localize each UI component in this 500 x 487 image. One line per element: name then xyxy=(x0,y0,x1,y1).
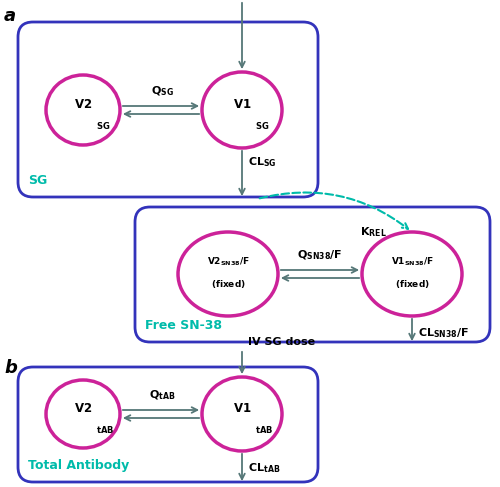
FancyBboxPatch shape xyxy=(18,367,318,482)
Text: $\mathbf{Q_{SN38}/F}$: $\mathbf{Q_{SN38}/F}$ xyxy=(297,248,343,262)
Text: $\mathbf{K_{REL}}$: $\mathbf{K_{REL}}$ xyxy=(360,225,387,239)
Ellipse shape xyxy=(46,380,120,448)
Text: $\mathbf{V1}$: $\mathbf{V1}$ xyxy=(233,401,251,414)
Text: $\mathbf{CL_{tAB}}$: $\mathbf{CL_{tAB}}$ xyxy=(248,461,280,475)
Text: $\mathbf{V2_{SN38}/F}$: $\mathbf{V2_{SN38}/F}$ xyxy=(206,256,250,268)
Text: $\mathbf{tAB}$: $\mathbf{tAB}$ xyxy=(255,424,273,435)
Text: Total Antibody: Total Antibody xyxy=(28,459,129,472)
Text: Free SN-38: Free SN-38 xyxy=(145,319,222,332)
Text: $\mathbf{V2}$: $\mathbf{V2}$ xyxy=(74,401,92,414)
Text: $\mathbf{Q_{SG}}$: $\mathbf{Q_{SG}}$ xyxy=(151,84,174,98)
Text: $\mathbf{Q_{tAB}}$: $\mathbf{Q_{tAB}}$ xyxy=(149,389,176,402)
Text: $\mathbf{(fixed)}$: $\mathbf{(fixed)}$ xyxy=(210,278,246,290)
Text: SG: SG xyxy=(28,174,47,187)
Text: $\mathbf{V2}$: $\mathbf{V2}$ xyxy=(74,97,92,111)
Text: $\mathbf{(fixed)}$: $\mathbf{(fixed)}$ xyxy=(394,278,430,290)
Text: $\mathbf{tAB}$: $\mathbf{tAB}$ xyxy=(96,424,114,435)
FancyBboxPatch shape xyxy=(18,22,318,197)
Ellipse shape xyxy=(202,377,282,451)
Text: $\mathbf{SG}$: $\mathbf{SG}$ xyxy=(96,120,110,131)
Text: $\mathbf{CL_{SN38}/F}$: $\mathbf{CL_{SN38}/F}$ xyxy=(418,326,470,340)
Text: $\mathbf{SG}$: $\mathbf{SG}$ xyxy=(255,120,270,131)
Text: a: a xyxy=(4,7,16,25)
FancyBboxPatch shape xyxy=(135,207,490,342)
Ellipse shape xyxy=(46,75,120,145)
Text: $\mathbf{V1}$: $\mathbf{V1}$ xyxy=(233,97,251,111)
Ellipse shape xyxy=(202,72,282,148)
Text: $\mathbf{CL_{SG}}$: $\mathbf{CL_{SG}}$ xyxy=(248,155,276,169)
Text: IV SG dose: IV SG dose xyxy=(248,337,315,347)
Ellipse shape xyxy=(178,232,278,316)
Ellipse shape xyxy=(362,232,462,316)
Text: $\mathbf{V1_{SN38}/F}$: $\mathbf{V1_{SN38}/F}$ xyxy=(390,256,434,268)
Text: b: b xyxy=(4,359,17,377)
